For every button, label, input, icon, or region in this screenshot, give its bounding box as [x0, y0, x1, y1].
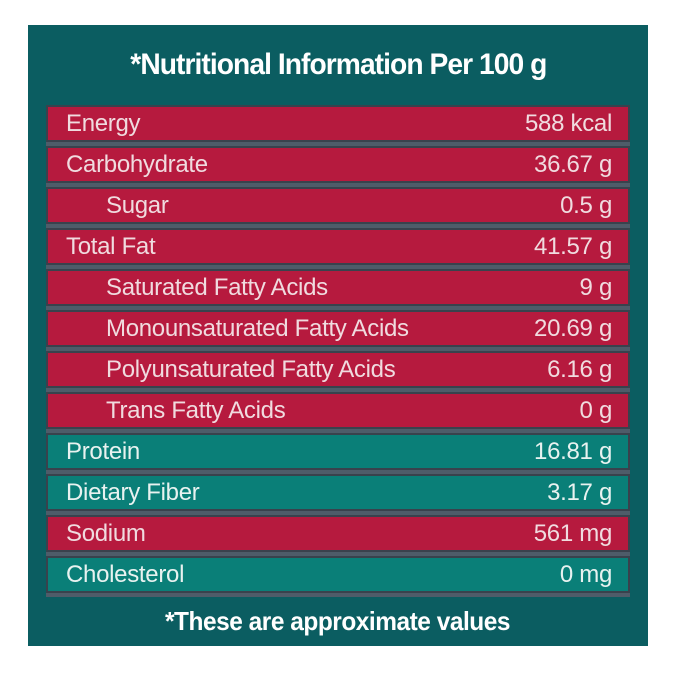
table-row: Saturated Fatty Acids 9 g — [46, 269, 630, 306]
nutrient-label: Sugar — [106, 191, 169, 219]
table-row: Monounsaturated Fatty Acids 20.69 g — [46, 310, 630, 347]
table-row: Trans Fatty Acids 0 g — [46, 392, 630, 429]
nutrient-value: 588 kcal — [525, 109, 612, 137]
nutrient-label: Energy — [66, 109, 141, 137]
table-row: Sodium 561 mg — [46, 515, 630, 552]
nutrient-label: Total Fat — [66, 232, 156, 260]
nutrient-label: Cholesterol — [66, 560, 185, 588]
nutrient-label: Monounsaturated Fatty Acids — [106, 314, 409, 342]
nutrient-value: 16.81 g — [534, 437, 612, 465]
table-row-slot: Cholesterol 0 mg — [46, 556, 630, 597]
nutrient-label: Polyunsaturated Fatty Acids — [106, 355, 396, 383]
table-row: Carbohydrate 36.67 g — [46, 146, 630, 183]
table-row: Cholesterol 0 mg — [46, 556, 630, 593]
nutrient-value: 561 mg — [533, 519, 613, 547]
table-row-slot: Saturated Fatty Acids 9 g — [46, 269, 630, 310]
nutrient-label: Protein — [66, 437, 140, 465]
table-row-slot: Polyunsaturated Fatty Acids 6.16 g — [46, 351, 630, 392]
label-footer: *These are approximate values — [28, 597, 648, 646]
approximate-values-note: *These are approximate values — [165, 606, 511, 636]
nutrient-value: 3.17 g — [547, 478, 612, 506]
nutrient-label: Dietary Fiber — [66, 478, 200, 506]
label-header: *Nutritional Information Per 100 g — [28, 25, 648, 105]
nutrient-value: 6.16 g — [547, 355, 612, 383]
nutrient-value: 41.57 g — [534, 232, 612, 260]
nutrient-value: 9 g — [579, 273, 613, 301]
table-row: Total Fat 41.57 g — [46, 228, 630, 265]
table-row-slot: Monounsaturated Fatty Acids 20.69 g — [46, 310, 630, 351]
nutrition-label-panel: *Nutritional Information Per 100 g Energ… — [28, 25, 648, 646]
nutrient-label: Sodium — [66, 519, 146, 547]
nutrient-value: 36.67 g — [534, 150, 612, 178]
nutrition-table: Energy 588 kcal Carbohydrate 36.67 g Sugar 0.… — [28, 105, 648, 597]
table-row-slot: Energy 588 kcal — [46, 105, 630, 146]
table-row-slot: Sodium 561 mg — [46, 515, 630, 556]
nutrient-label: Saturated Fatty Acids — [106, 273, 328, 301]
table-row: Dietary Fiber 3.17 g — [46, 474, 630, 511]
table-row-slot: Carbohydrate 36.67 g — [46, 146, 630, 187]
table-row-slot: Dietary Fiber 3.17 g — [46, 474, 630, 515]
table-row: Protein 16.81 g — [46, 433, 630, 470]
table-row-slot: Trans Fatty Acids 0 g — [46, 392, 630, 433]
table-row-slot: Protein 16.81 g — [46, 433, 630, 474]
nutrient-value: 0 mg — [559, 560, 612, 588]
label-title: *Nutritional Information Per 100 g — [129, 48, 547, 81]
table-row-slot: Sugar 0.5 g — [46, 187, 630, 228]
nutrient-value: 0.5 g — [560, 191, 612, 219]
nutrient-label: Trans Fatty Acids — [106, 396, 286, 424]
table-row: Polyunsaturated Fatty Acids 6.16 g — [46, 351, 630, 388]
table-row: Energy 588 kcal — [46, 105, 630, 142]
nutrient-value: 20.69 g — [534, 314, 612, 342]
nutrient-value: 0 g — [579, 396, 613, 424]
table-row-slot: Total Fat 41.57 g — [46, 228, 630, 269]
nutrient-label: Carbohydrate — [66, 150, 208, 178]
table-row: Sugar 0.5 g — [46, 187, 630, 224]
